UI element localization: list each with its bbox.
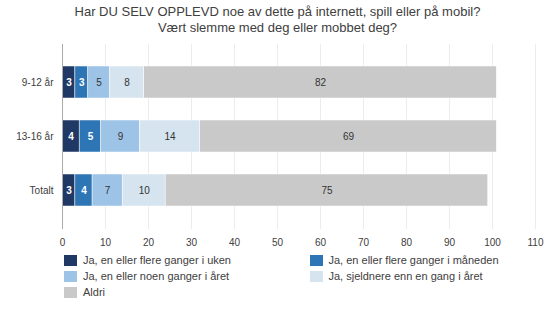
svg-text:Totalt: Totalt [30,185,54,196]
svg-text:9: 9 [118,131,124,142]
html-text:Aldri: Aldri [83,286,105,298]
svg-text:90: 90 [444,237,456,248]
html-text:Ja, en eller flere ganger i må: Ja, en eller flere ganger i måneden [328,254,499,266]
svg-text:8: 8 [124,77,130,88]
svg-text:7: 7 [105,185,111,196]
svg-text:3: 3 [66,185,72,196]
svg-text:14: 14 [164,131,176,142]
svg-text:13-16 år: 13-16 år [16,131,54,142]
svg-text:4: 4 [81,185,87,196]
svg-text:69: 69 [343,131,355,142]
svg-text:80: 80 [401,237,413,248]
svg-text:30: 30 [186,237,198,248]
svg-text:5: 5 [88,131,94,142]
svg-text:10: 10 [100,237,112,248]
svg-text:75: 75 [321,185,333,196]
svg-text:10: 10 [139,185,151,196]
svg-text:100: 100 [484,237,501,248]
svg-text:9-12 år: 9-12 år [22,77,54,88]
svg-text:0: 0 [60,237,66,248]
svg-text:60: 60 [315,237,327,248]
svg-text:70: 70 [358,237,370,248]
html-text:Ja, sjeldnere enn en gang i år: Ja, sjeldnere enn en gang i året [328,270,483,282]
html-text:Vært slemme med deg eller mobb: Vært slemme med deg eller mobbet deg? [157,20,398,35]
svg-text:5: 5 [96,77,102,88]
html-text:Ja, en eller noen ganger i åre: Ja, en eller noen ganger i året [83,270,230,282]
svg-text:3: 3 [66,77,72,88]
html-text:Har DU SELV OPPLEVD noe av det: Har DU SELV OPPLEVD noe av dette på inte… [74,4,481,19]
svg-text:82: 82 [315,77,327,88]
svg-text:50: 50 [272,237,284,248]
svg-text:3: 3 [79,77,85,88]
svg-text:4: 4 [68,131,74,142]
svg-text:110: 110 [528,237,544,248]
html-text:Ja, en eller flere ganger i uk: Ja, en eller flere ganger i uken [83,254,231,266]
svg-text:20: 20 [143,237,155,248]
svg-text:40: 40 [229,237,241,248]
